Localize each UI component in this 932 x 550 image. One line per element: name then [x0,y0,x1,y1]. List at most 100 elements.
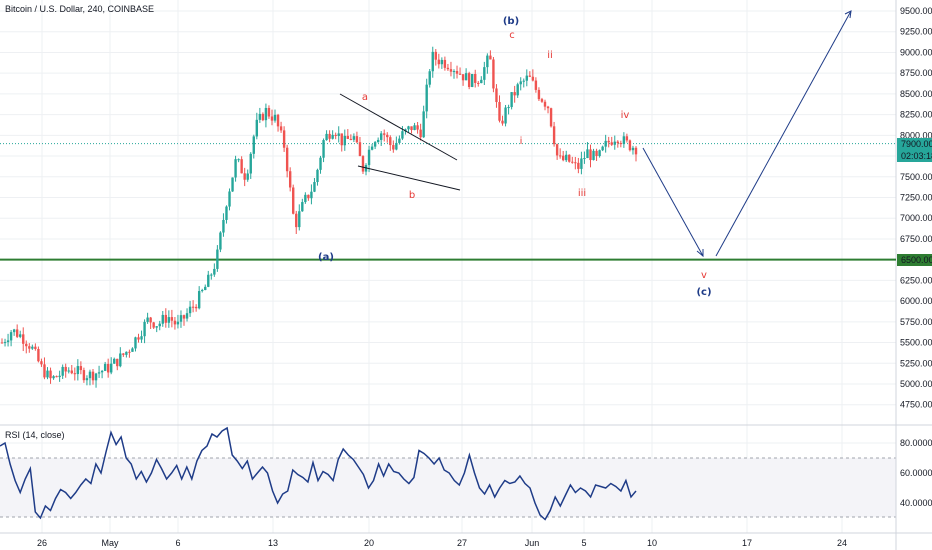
candle-body [182,315,186,319]
price-tick-label: 8250.00 [900,110,932,120]
projection-down-arrowhead [696,249,704,258]
candle-body [295,213,298,228]
candle-body [122,353,125,355]
candle-body [128,351,131,353]
candle-body [340,133,343,146]
price-tick-label: 5750.00 [900,317,932,327]
candle-body [210,274,213,276]
candle-body [116,358,119,367]
candle-body [331,134,334,139]
rsi-axis[interactable]: 40.0000 60.0000 80.0000 [900,438,932,508]
price-tick-label: 5500.00 [900,338,932,348]
wave-label: (a) [318,252,334,263]
candle-body [103,363,107,371]
candle-body [255,119,259,137]
candle-body [531,76,535,81]
candle-body [164,314,168,323]
candle-body [301,202,304,212]
candle-body [592,150,595,161]
wedge-upper-trendline[interactable] [339,93,458,161]
projection-down-path[interactable] [642,147,704,257]
projection-up-path[interactable] [715,10,852,257]
candle-body [22,334,25,344]
candle-body [285,147,289,172]
candle-body [392,145,395,150]
price-tick-label: 8000.00 [900,130,932,140]
candle-body [586,149,589,159]
candle-body [534,80,538,90]
candle-body [46,370,49,378]
candle-body [188,306,192,314]
candle-body [34,346,37,349]
time-tick-label: Jun [525,538,540,548]
wedge-lower-trendline[interactable] [357,165,461,191]
time-tick-label: 27 [457,538,467,548]
candle-body [367,149,371,166]
candle-body [131,348,134,352]
time-tick-label: 6 [175,538,180,548]
projection-up-arrowhead [844,10,852,19]
candle-body [76,366,80,375]
candle-body [252,136,255,154]
wave-label: ii [547,50,553,61]
price-axis[interactable]: 4750.00 5000.00 5250.00 5500.00 5750.00 6000.… [900,6,932,410]
candle-body [113,358,116,364]
candle-body [431,51,434,72]
candle-body [552,126,556,145]
candle-body [577,162,580,169]
candle-body [480,79,483,84]
candle-body [119,353,122,367]
candle-body [82,370,86,381]
wave-label: v [701,270,707,281]
candle-body [270,116,274,121]
candle-body [376,139,380,143]
candle-body [540,99,544,102]
candle-body [361,156,365,172]
candle-body [410,126,413,131]
candle-body [313,182,316,192]
candle-body [25,343,28,347]
candle-body [504,107,507,124]
candle-body [179,315,183,322]
candle-body [319,157,322,170]
support-badge: 6500.00 [901,255,932,265]
candle-body [571,161,574,163]
candle-body [137,337,140,340]
candle-body [634,147,638,155]
candle-body [43,364,46,378]
candle-body [537,89,541,100]
time-axis[interactable]: 26 May 6 13 20 27 Jun 5 10 17 24 [37,538,847,548]
candle-body [583,158,586,160]
candle-body [173,320,177,325]
candle-body [149,317,152,323]
candle-body [73,373,77,375]
candle-body [204,286,207,291]
candle-body [346,135,350,139]
candle-body [464,73,468,81]
candle-body [167,317,171,323]
candle-body [240,159,243,174]
candle-body [555,144,559,156]
candle-body [625,136,629,141]
candle-body [3,342,7,344]
candle-body [528,75,532,77]
candle-body [6,340,10,343]
candle-body [12,329,16,333]
candle-body [383,133,386,135]
candle-body [401,131,404,139]
candle-body [525,75,528,81]
candle-body [85,378,89,381]
time-tick-label: 20 [364,538,374,548]
candle-body [395,142,398,150]
candle-body [328,133,331,139]
candle-body [398,138,401,143]
candle-body [19,334,22,337]
wave-label: a [362,92,368,103]
candle-body [322,140,325,158]
wave-label: (b) [503,16,519,27]
candle-body [249,153,252,174]
candle-body [379,133,383,140]
candle-body [489,55,492,60]
candle-body [568,154,571,162]
candle-body [413,125,416,131]
